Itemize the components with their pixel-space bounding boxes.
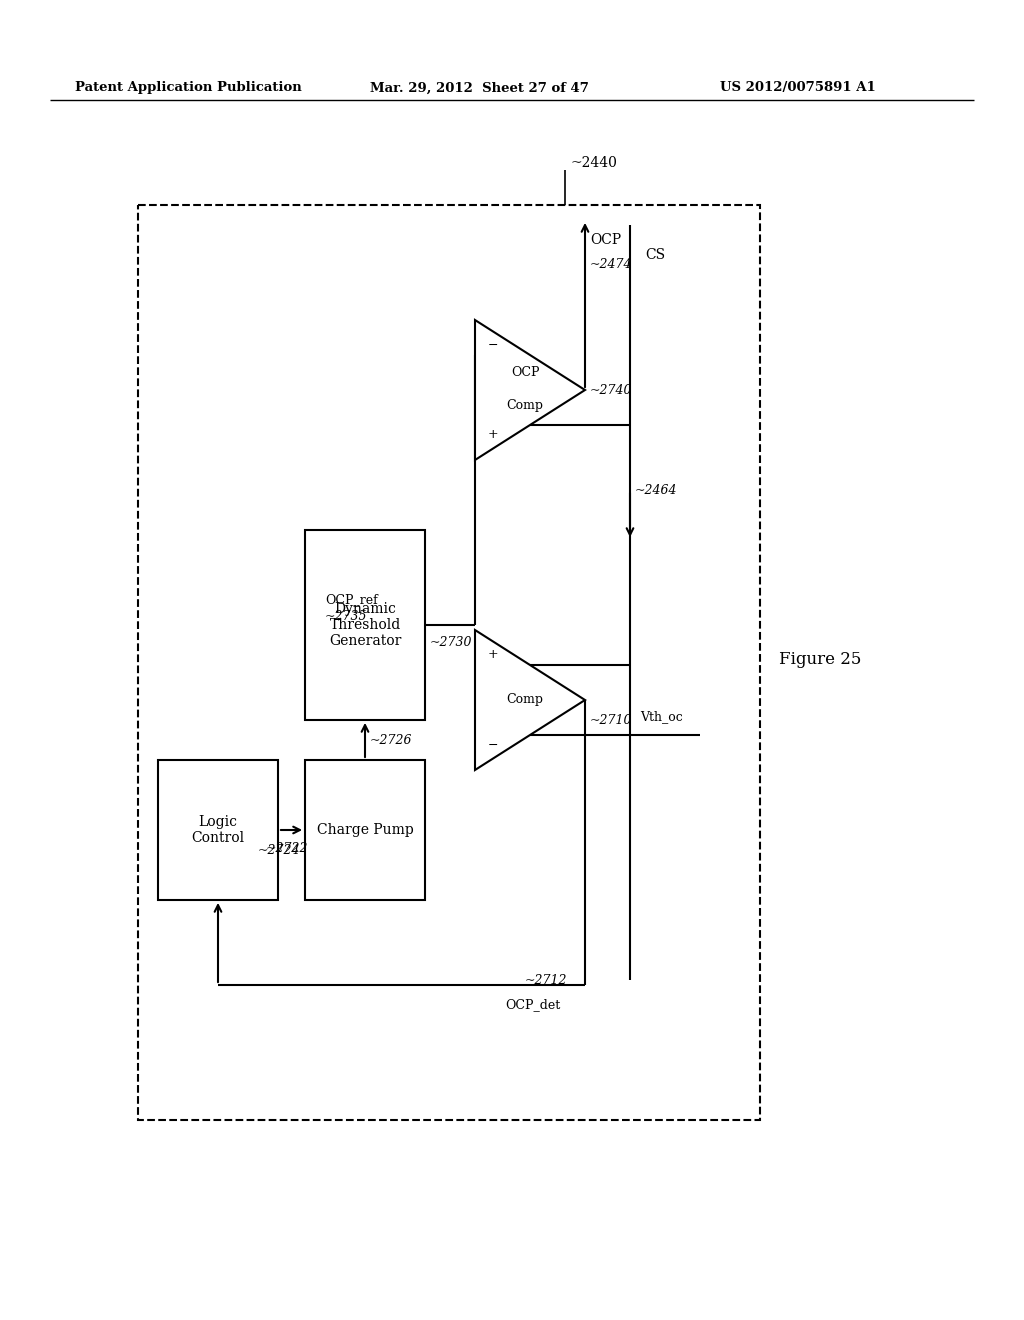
- Text: Dynamic
Threshold
Generator: Dynamic Threshold Generator: [329, 602, 401, 648]
- Text: +: +: [487, 648, 499, 661]
- Text: OCP: OCP: [590, 234, 622, 247]
- Text: OCP_det: OCP_det: [505, 998, 560, 1011]
- Text: ~2712: ~2712: [525, 974, 567, 986]
- Text: −: −: [487, 338, 499, 351]
- Text: Patent Application Publication: Patent Application Publication: [75, 82, 302, 95]
- Text: Logic
Control: Logic Control: [191, 814, 245, 845]
- Text: ~2735: ~2735: [325, 610, 368, 623]
- Text: ~2722: ~2722: [265, 842, 308, 854]
- Bar: [305, 531, 425, 719]
- Text: ~2730: ~2730: [430, 636, 472, 649]
- Text: ~2710: ~2710: [590, 714, 633, 726]
- Text: OCP: OCP: [511, 366, 540, 379]
- Text: OCP_ref: OCP_ref: [325, 594, 378, 606]
- Text: −: −: [487, 738, 499, 751]
- Text: Charge Pump: Charge Pump: [316, 822, 414, 837]
- Text: ~2474: ~2474: [590, 259, 633, 272]
- Text: +: +: [487, 429, 499, 441]
- Text: ~2440: ~2440: [570, 156, 616, 170]
- Text: Mar. 29, 2012  Sheet 27 of 47: Mar. 29, 2012 Sheet 27 of 47: [370, 82, 589, 95]
- Text: CS: CS: [645, 248, 666, 261]
- Bar: [158, 760, 278, 900]
- Text: ~2464: ~2464: [635, 483, 678, 496]
- Text: Vth_oc: Vth_oc: [640, 710, 683, 723]
- Text: Comp: Comp: [507, 399, 544, 412]
- Polygon shape: [475, 319, 585, 459]
- Bar: [138, 205, 760, 1119]
- Text: ~2726: ~2726: [370, 734, 413, 747]
- Text: ~2740: ~2740: [590, 384, 633, 396]
- Text: US 2012/0075891 A1: US 2012/0075891 A1: [720, 82, 876, 95]
- Text: Comp: Comp: [507, 693, 544, 706]
- Text: Figure 25: Figure 25: [779, 652, 861, 668]
- Polygon shape: [475, 630, 585, 770]
- Text: ~2724: ~2724: [257, 843, 300, 857]
- Bar: [305, 760, 425, 900]
